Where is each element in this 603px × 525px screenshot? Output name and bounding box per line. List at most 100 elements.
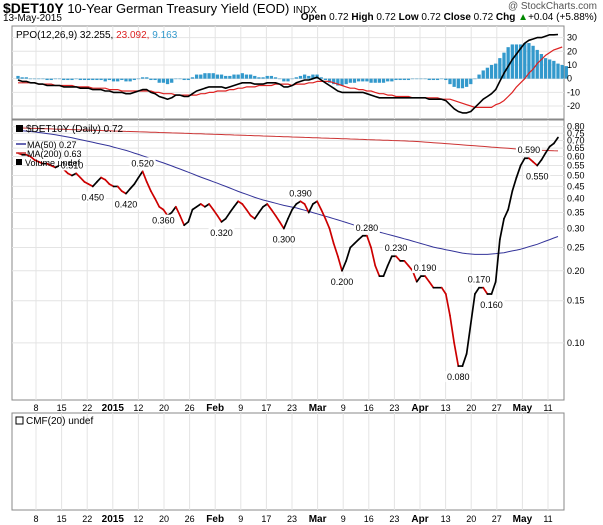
price-segment: [258, 205, 264, 214]
ppo-hist-bar: [232, 74, 236, 79]
ppo-hist-bar: [211, 73, 215, 79]
high-value: 0.72: [376, 12, 396, 23]
annotation-bg: [353, 221, 380, 233]
price-legend-swatch: [16, 125, 23, 132]
price-annotation: 0.320: [210, 228, 233, 238]
ppo-hist-bar: [556, 63, 560, 79]
price-y-tick: 0.70: [567, 135, 585, 145]
price-segment: [469, 293, 476, 325]
price-annotation: 0.170: [468, 275, 491, 285]
x-tick-label: 9: [238, 403, 243, 413]
chart-date: 13-May-2015: [3, 13, 62, 24]
price-segment: [104, 178, 111, 185]
ppo-hist-bar: [552, 60, 556, 79]
x-tick-label: 20: [159, 403, 169, 413]
price-segment: [336, 255, 343, 272]
ppo-hist-bar: [485, 67, 490, 79]
open-value: 0.72: [329, 12, 349, 23]
ppo-hist-bar: [228, 75, 232, 79]
price-y-tick: 0.75: [567, 128, 585, 138]
price-segment: [507, 190, 514, 211]
low-label: Low: [398, 12, 419, 23]
price-segment: [133, 176, 140, 185]
cmf-legend-swatch: [15, 416, 24, 425]
ppo-line: [17, 33, 559, 114]
price-segment: [503, 208, 510, 220]
price-segment: [374, 264, 381, 277]
ppo-y-tick: -20: [567, 101, 580, 111]
x-tick-label: Apr: [411, 403, 428, 414]
ppo-hist-bar: [53, 78, 58, 80]
ppo-hist-bar: [369, 78, 373, 83]
ppo-hist-bar: [278, 78, 282, 80]
chg-value: +0.04 (+5.88%): [528, 12, 597, 23]
x-tick-label: 9: [238, 514, 243, 524]
price-segment: [287, 208, 294, 220]
x-tick-label: Mar: [309, 514, 327, 525]
price-annotation: 0.080: [447, 372, 470, 382]
x-tick-label: 26: [185, 403, 195, 413]
ppo-hist-bar: [452, 78, 456, 87]
x-tick-label: 17: [261, 403, 271, 413]
ppo-hist-bar: [103, 78, 107, 82]
annotation-bg: [478, 298, 505, 310]
price-y-tick: 0.60: [567, 151, 585, 161]
annotation-bg: [445, 371, 472, 383]
low-value: 0.72: [421, 12, 441, 23]
ppo-hist-bar: [253, 75, 257, 79]
price-segment: [241, 203, 248, 211]
annotation-bg: [383, 242, 409, 254]
price-segment: [208, 203, 215, 211]
high-label: High: [351, 12, 374, 23]
ppo-hist-bar: [494, 63, 498, 79]
ppo-hist-bar: [86, 78, 91, 81]
watermark: @ StockCharts.com: [507, 1, 597, 12]
ppo-hist-bar: [381, 78, 386, 83]
x-tick-label: 16: [364, 514, 374, 524]
price-segment: [278, 221, 285, 230]
ppo-y-tick: 20: [567, 46, 577, 56]
x-tick-label: 2015: [102, 403, 125, 414]
price-segment: [320, 208, 327, 220]
ppo-hist-bar: [456, 78, 460, 89]
price-segment: [245, 208, 252, 217]
price-segment: [141, 170, 148, 183]
ppo-hist-bar: [95, 78, 99, 81]
price-y-tick: 0.10: [567, 338, 585, 348]
x-tick-label: 26: [185, 514, 195, 524]
price-annotation: 0.390: [289, 188, 312, 198]
price-segment: [224, 211, 231, 220]
ppo-y-tick: 30: [567, 33, 577, 43]
price-annotations: 0.510 0.450 0.420 0.520 0.360 0.320 0.300 0.390…: [59, 144, 551, 383]
ppo-hist-bar: [257, 77, 261, 79]
price-segment: [253, 211, 260, 220]
x-tick-label: 17: [261, 514, 271, 524]
price-segment: [170, 205, 177, 214]
x-tick-label: May: [513, 514, 533, 525]
price-segment: [116, 185, 123, 192]
ppo-hist-bar: [145, 77, 149, 79]
price-segment: [357, 234, 364, 241]
x-tick-label: 9: [341, 403, 346, 413]
ppo-hist-bar: [431, 78, 436, 81]
price-segment: [424, 275, 431, 283]
ppo-y-tick: -10: [567, 87, 580, 97]
ppo-hist-bar: [282, 78, 286, 82]
price-y-tick: 0.45: [567, 181, 585, 191]
ppo-hist-bar: [564, 66, 568, 79]
ppo-hist-bar: [116, 78, 120, 82]
price-segment: [353, 238, 360, 245]
price-segment: [328, 227, 335, 245]
ppo-hist-bar: [290, 78, 294, 80]
price-segment: [216, 214, 223, 223]
ppo-hist-bar: [415, 78, 419, 80]
price-segment: [461, 352, 468, 367]
ppo-hist-bar: [539, 54, 544, 79]
price-segment: [187, 208, 194, 223]
annotation-bg: [412, 262, 439, 274]
price-segment: [474, 286, 480, 295]
price-annotation: 0.190: [414, 263, 437, 273]
ppo-hist-bar: [107, 78, 112, 81]
x-tick-label: 13: [441, 514, 451, 524]
